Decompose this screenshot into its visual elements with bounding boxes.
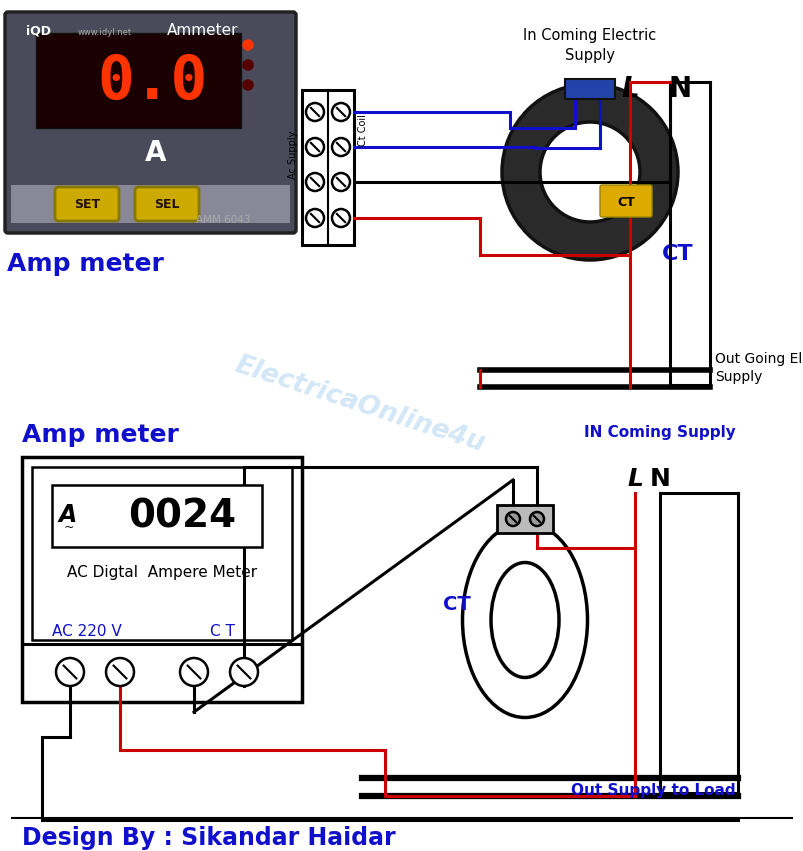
Bar	[11, 185, 290, 223]
Circle shape	[332, 209, 349, 227]
Circle shape	[106, 658, 134, 686]
Text: ~: ~	[63, 521, 74, 534]
Circle shape	[230, 658, 258, 686]
Ellipse shape	[491, 563, 558, 677]
Circle shape	[540, 122, 639, 222]
Text: N: N	[667, 75, 691, 103]
Circle shape	[56, 658, 84, 686]
Text: AC Digtal  Ampere Meter: AC Digtal Ampere Meter	[67, 565, 257, 580]
Text: 0.0: 0.0	[98, 53, 208, 111]
Text: iQD: iQD	[26, 25, 51, 38]
Text: A: A	[59, 503, 77, 527]
Text: N: N	[649, 467, 670, 491]
Text: L: L	[626, 467, 642, 491]
FancyBboxPatch shape	[599, 185, 651, 217]
Text: CT: CT	[442, 596, 471, 614]
Text: Out Supply to Load: Out Supply to Load	[571, 783, 735, 798]
Text: Amp meter: Amp meter	[22, 423, 178, 447]
Circle shape	[332, 173, 349, 191]
Text: Ct Coil: Ct Coil	[357, 114, 368, 146]
Circle shape	[306, 209, 324, 227]
Text: Amp meter: Amp meter	[6, 252, 163, 276]
Circle shape	[501, 84, 677, 260]
Ellipse shape	[462, 523, 587, 717]
Circle shape	[505, 512, 520, 526]
FancyBboxPatch shape	[135, 187, 199, 221]
Text: AMM 6043: AMM 6043	[195, 215, 250, 225]
Bar	[36, 33, 241, 128]
Text: CT: CT	[617, 196, 634, 208]
Text: Design By : Sikandar Haidar: Design By : Sikandar Haidar	[22, 826, 395, 850]
Text: C T: C T	[210, 624, 234, 639]
Bar	[302, 90, 353, 245]
Circle shape	[306, 173, 324, 191]
Text: AC 220 V: AC 220 V	[52, 624, 122, 639]
Text: Out Going Electric
Supply: Out Going Electric Supply	[714, 352, 803, 385]
Text: IN Coming Supply: IN Coming Supply	[584, 425, 735, 440]
Text: ElectricaOnline4u: ElectricaOnline4u	[231, 352, 487, 458]
Text: In Coming Electric
Supply: In Coming Electric Supply	[523, 28, 656, 63]
Circle shape	[243, 80, 253, 90]
Bar	[22, 457, 302, 702]
Text: A: A	[145, 139, 166, 167]
Text: L: L	[621, 75, 638, 103]
Circle shape	[243, 40, 253, 50]
Text: Ac Supply: Ac Supply	[287, 131, 298, 180]
Text: SEL: SEL	[154, 198, 180, 212]
Circle shape	[332, 103, 349, 121]
Circle shape	[180, 658, 208, 686]
Circle shape	[529, 512, 544, 526]
Bar	[496, 505, 552, 533]
Circle shape	[332, 138, 349, 156]
Circle shape	[243, 60, 253, 70]
Bar	[32, 467, 291, 640]
FancyBboxPatch shape	[55, 187, 119, 221]
Bar	[52, 485, 262, 547]
FancyBboxPatch shape	[5, 12, 296, 233]
Text: 0024: 0024	[128, 498, 236, 536]
Text: CT: CT	[661, 244, 693, 264]
Bar	[565, 79, 614, 99]
Text: SET: SET	[74, 198, 100, 212]
Text: Ammeter: Ammeter	[167, 23, 238, 38]
Circle shape	[306, 138, 324, 156]
Circle shape	[306, 103, 324, 121]
Text: www.idyl.net: www.idyl.net	[78, 28, 132, 37]
